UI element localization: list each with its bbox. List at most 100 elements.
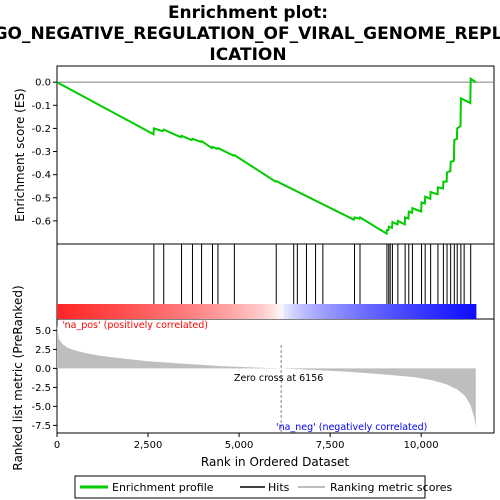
heatmap-cell (98, 304, 103, 319)
ranked-y-axis-label: Ranked list metric (PreRanked) (11, 285, 25, 470)
heatmap-cell (419, 304, 425, 319)
heatmap-cell (468, 304, 473, 319)
heatmap-cell (458, 304, 463, 319)
x-tick-label: 10,000 (404, 440, 439, 451)
chart-title-line-2: GO_NEGATIVE_REGULATION_OF_VIRAL_GENOME_R… (0, 24, 500, 44)
heatmap-cell (388, 304, 393, 319)
heatmap-cell (423, 304, 428, 319)
heatmap-cell (430, 304, 435, 319)
es-panel-frame (56, 65, 495, 245)
heatmap-cell (304, 304, 309, 319)
heatmap-cell (252, 304, 257, 319)
heatmap-cell (364, 304, 369, 319)
heatmap-cell (70, 304, 76, 319)
heatmap-cell (109, 304, 114, 319)
heatmap-cell (60, 304, 65, 319)
heatmap-cell (280, 304, 285, 319)
heatmap-cell (182, 304, 187, 319)
heatmap-cell (189, 304, 194, 319)
heatmap-cell (440, 304, 445, 319)
chart-title-line-1: Enrichment plot: (168, 3, 328, 23)
heatmap-cell (297, 304, 302, 319)
x-tick-label: 0 (54, 440, 60, 451)
heatmap-cell (224, 304, 229, 319)
heatmap-cell (385, 304, 390, 319)
heatmap-cell (308, 304, 313, 319)
heatmap-cell (318, 304, 323, 319)
heatmap-cell (283, 304, 288, 319)
heatmap-cell (130, 304, 135, 319)
heatmap-cell (147, 304, 152, 319)
heatmap-cell (193, 304, 198, 319)
heatmap-cell (77, 304, 83, 319)
heatmap-cell (112, 304, 117, 319)
heatmap-cell (465, 304, 470, 319)
ranked-y-tick-label: 5.0 (35, 326, 51, 337)
heatmap-cell (154, 304, 159, 319)
x-tick-label: 2,500 (134, 440, 163, 451)
heatmap-cell (196, 304, 201, 319)
na-neg-annotation: 'na_neg' (negatively correlated) (276, 422, 427, 433)
ranked-y-tick-label: -5.0 (31, 402, 51, 413)
heatmap-cell (405, 304, 411, 319)
heatmap-cell (322, 304, 327, 319)
heatmap-cell (266, 304, 271, 319)
heatmap-cell (262, 304, 267, 319)
na-pos-annotation: 'na_pos' (positively correlated) (62, 320, 208, 331)
heatmap-cell (444, 304, 449, 319)
heatmap-cell (346, 304, 351, 319)
heatmap-cell (248, 304, 254, 319)
es-y-tick-label: -0.3 (31, 147, 51, 158)
es-y-tick-label: -0.4 (31, 170, 51, 181)
heatmap-cell (447, 304, 452, 319)
heatmap-cell (360, 304, 365, 319)
heatmap-cell (84, 304, 90, 319)
heatmap-cell (269, 304, 274, 319)
chart-title-line-3: ICATION (209, 45, 286, 65)
heatmap-cell (315, 304, 320, 319)
heatmap-cell (217, 304, 222, 319)
heatmap-cell (123, 304, 128, 319)
heatmap-cell (426, 304, 432, 319)
heatmap-cell (311, 304, 316, 319)
ranked-heatmap-band (57, 304, 477, 319)
heatmap-cell (325, 304, 330, 319)
heatmap-cell (203, 304, 208, 319)
heatmap-cell (392, 304, 397, 319)
heatmap-cell (57, 304, 62, 319)
heatmap-cell (105, 304, 110, 319)
enrichment-profile-series (56, 76, 477, 236)
heatmap-cell (231, 304, 236, 319)
heatmap-cell (228, 304, 233, 319)
heatmap-cell (137, 304, 142, 319)
heatmap-cell (95, 304, 100, 319)
heatmap-cell (381, 304, 386, 319)
heatmap-cell (241, 304, 247, 319)
heatmap-cell (161, 304, 166, 319)
heatmap-cell (144, 304, 149, 319)
enrichment-profile-line (56, 76, 477, 236)
heatmap-cell (234, 304, 240, 319)
ranked-y-tick-label: -2.5 (31, 383, 51, 394)
heatmap-cell (179, 304, 184, 319)
es-y-tick-label: -0.6 (31, 216, 51, 227)
heatmap-cell (374, 304, 379, 319)
heatmap-cell (395, 304, 400, 319)
heatmap-cell (433, 304, 439, 319)
heatmap-cell (454, 304, 459, 319)
heatmap-cell (255, 304, 261, 319)
heatmap-cell (357, 304, 362, 319)
heatmap-cell (67, 304, 72, 319)
legend: Enrichment profile Hits Ranking metric s… (74, 475, 452, 499)
ranked-y-axis: 5.0 2.5 0.0 -2.5 -5.0 -7.5 (31, 326, 57, 432)
ranked-y-tick-label: -7.5 (31, 421, 51, 432)
heatmap-cell (294, 304, 299, 319)
heatmap-cell (276, 304, 281, 319)
heatmap-cell (91, 304, 96, 319)
heatmap-cell (119, 304, 124, 319)
heatmap-cell (102, 304, 107, 319)
legend-hits-label: Hits (268, 481, 290, 494)
heatmap-cell (329, 304, 334, 319)
heatmap-cell (175, 304, 180, 319)
